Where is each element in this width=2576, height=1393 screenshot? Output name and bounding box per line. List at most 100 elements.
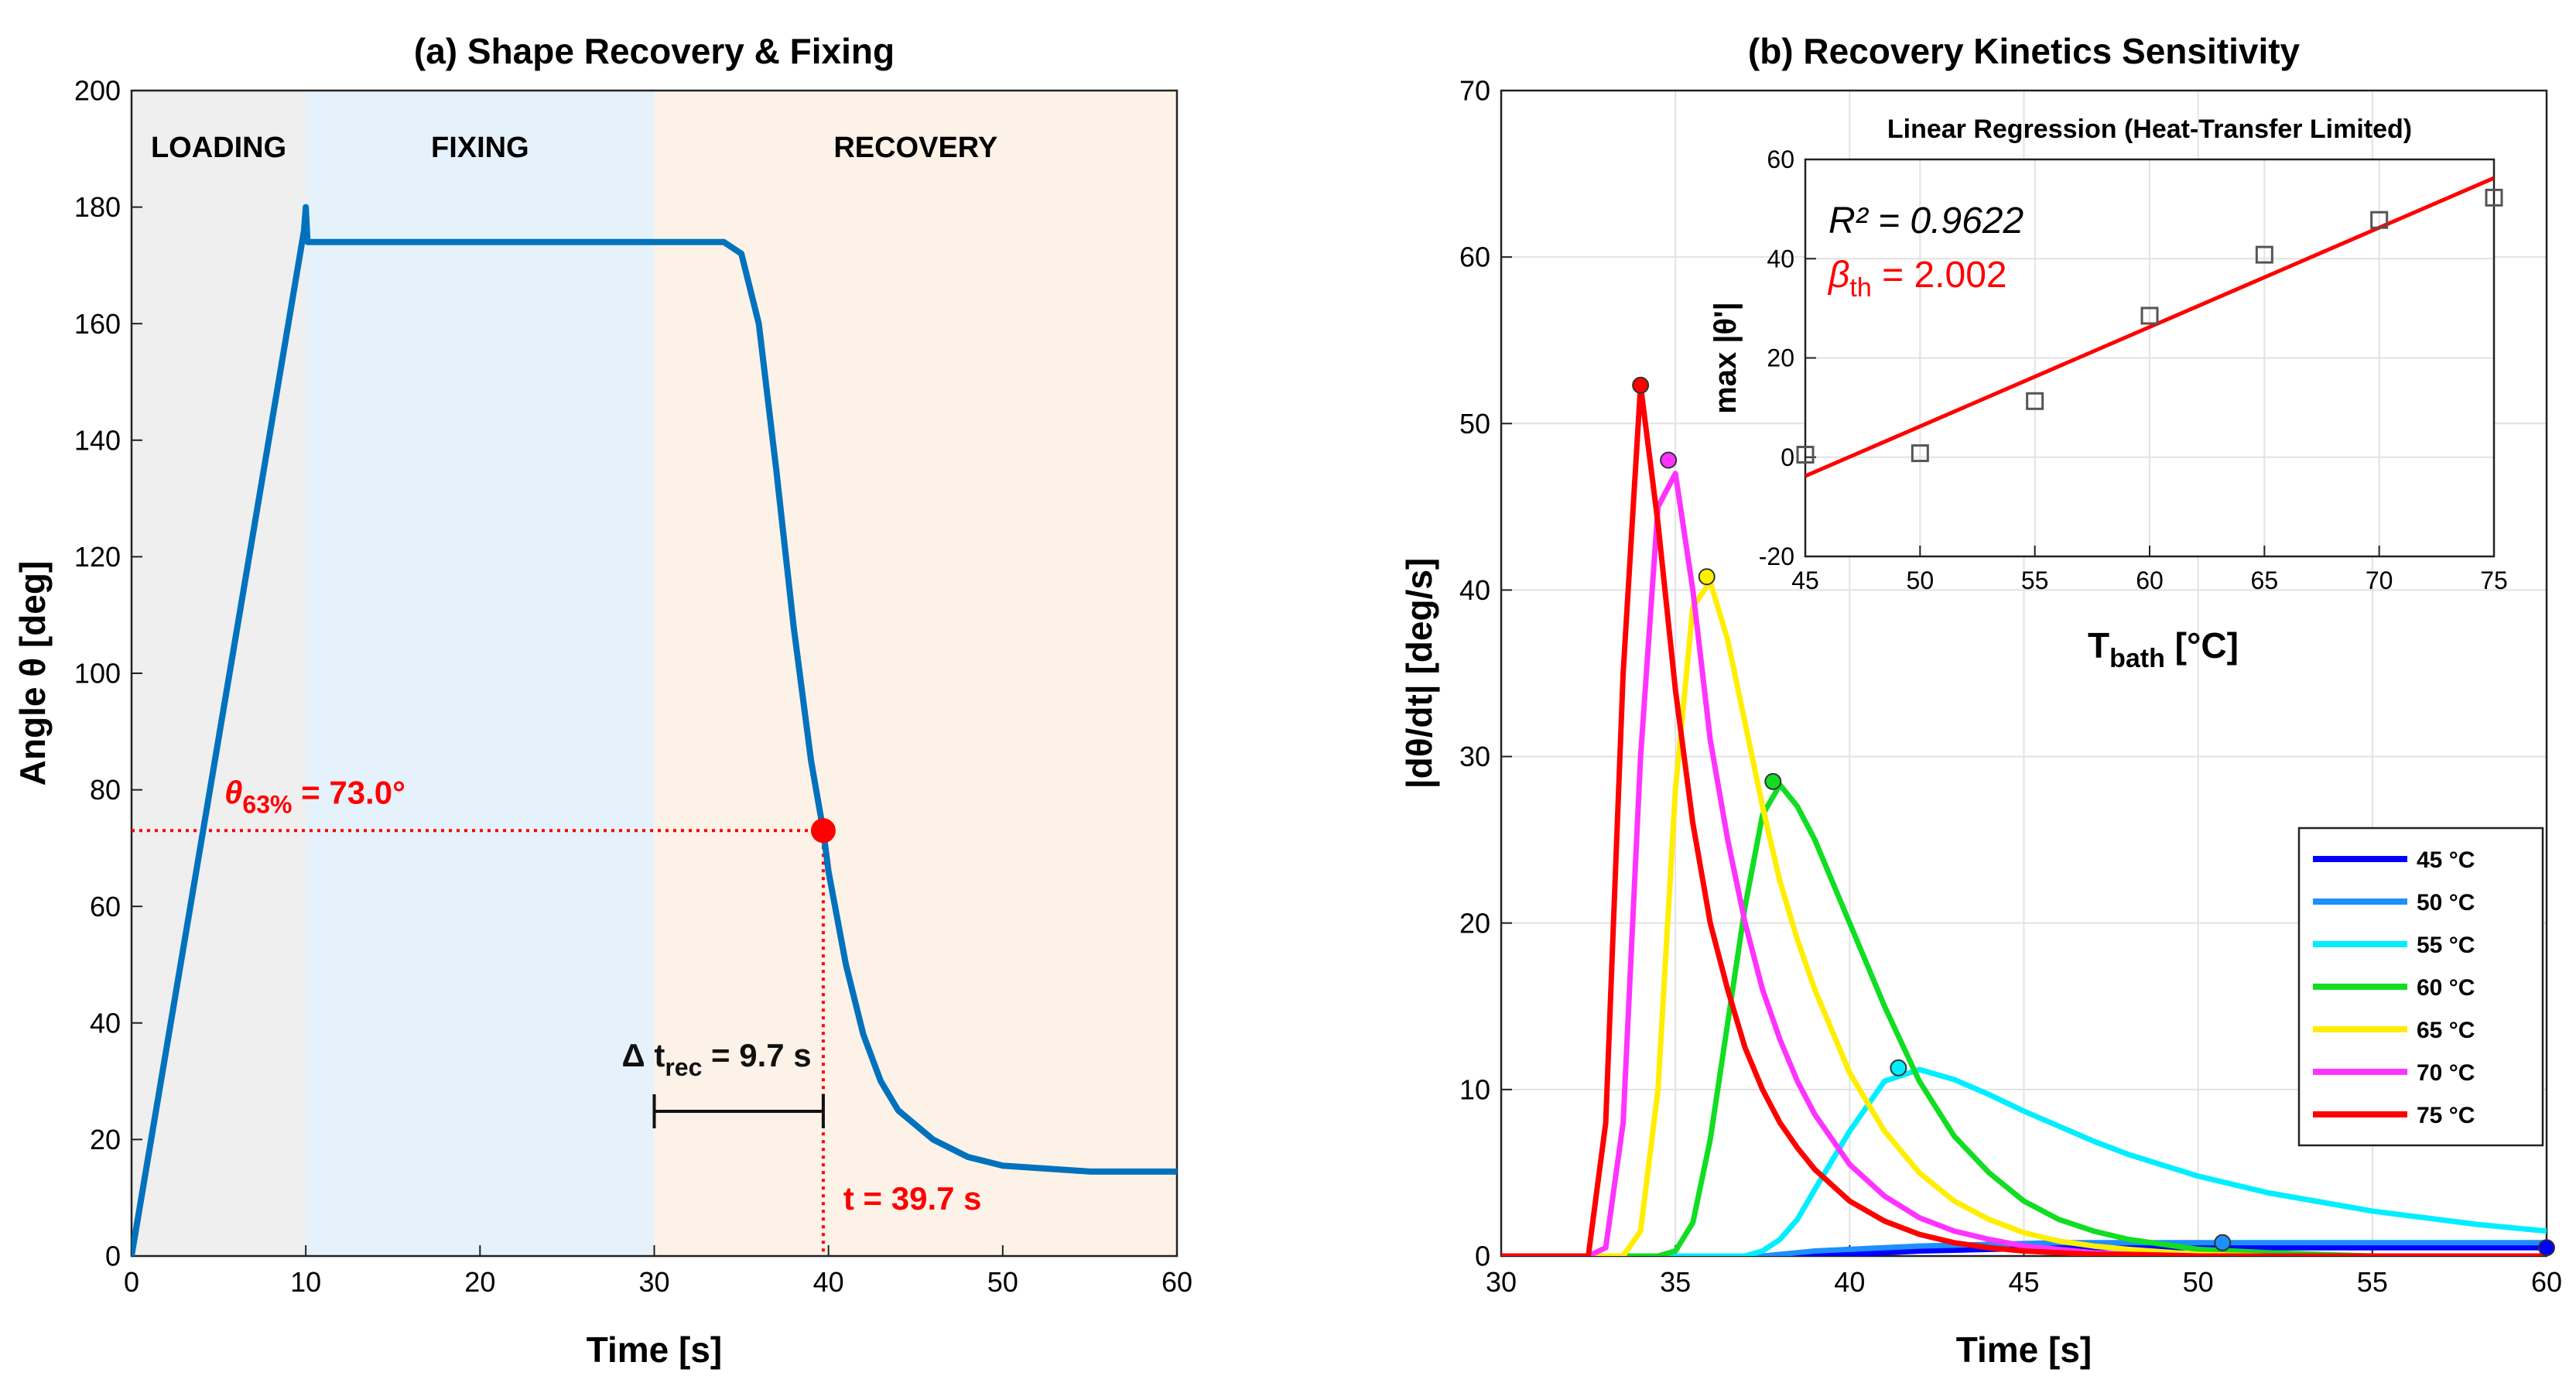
threshold-label-text: = 73.0° (292, 774, 405, 810)
peak-marker (2538, 1239, 2555, 1257)
x-tick-label: 55 (2021, 566, 2049, 594)
beta-label-sub: th (1849, 273, 1871, 303)
legend-label: 55 °C (2417, 933, 2475, 958)
x-tick-label: 60 (2531, 1266, 2562, 1298)
phase-label: LOADING (151, 132, 286, 164)
y-tick-label: 120 (74, 541, 121, 573)
y-axis-label: Angle θ [deg] (12, 561, 53, 786)
x-tick-label: 30 (638, 1266, 669, 1298)
data-point (2485, 188, 2503, 207)
inset-x-label: Tbath [°C] (2088, 625, 2239, 673)
x-tick-label: 55 (2357, 1266, 2388, 1298)
y-tick-label: 60 (1767, 145, 1794, 173)
interval-label-text: = 9.7 s (702, 1037, 811, 1073)
y-tick-label: 20 (1459, 907, 1490, 939)
beta-label-symbol: β (1827, 255, 1849, 296)
axes-box (1500, 89, 2548, 1258)
phase-region (306, 91, 655, 1256)
threshold-label-sub: 63% (242, 790, 292, 818)
y-tick-label: 20 (1767, 344, 1794, 372)
x-tick-label: 70 (2366, 566, 2393, 594)
y-tick-label: 0 (1475, 1241, 1490, 1272)
inset-x-label-symbol: T (2088, 625, 2109, 666)
x-tick-label: 45 (1791, 566, 1819, 594)
legend-label: 60 °C (2417, 975, 2475, 1001)
x-tick-label: 50 (1907, 566, 1935, 594)
peak-marker (1632, 376, 1650, 394)
peak-marker (1890, 1059, 1907, 1076)
y-tick-label: 160 (74, 308, 121, 340)
recovery-point (810, 818, 836, 844)
peak-marker (2214, 1234, 2232, 1251)
y-tick-label: 100 (74, 658, 121, 690)
x-tick-label: 65 (2251, 566, 2279, 594)
rate-line (1501, 782, 2547, 1256)
inset-y-label: max |θ'| (1709, 302, 1743, 414)
legend-label: 65 °C (2417, 1018, 2475, 1043)
threshold-label-symbol: θ (224, 774, 242, 810)
beta-label-text: = 2.002 (1872, 255, 2007, 296)
y-tick-label: 80 (90, 774, 121, 806)
r2-label: R² = 0.9622 (1829, 200, 2024, 241)
data-point (1796, 446, 1815, 464)
interval-bracket (652, 1094, 825, 1128)
y-tick-label: 40 (1459, 574, 1490, 606)
data-point (2026, 392, 2044, 410)
peak-marker (1698, 568, 1716, 586)
inset-x-label-sub: bath (2109, 644, 2165, 673)
x-axis-label: Time [s] (587, 1330, 723, 1370)
y-tick-label: 40 (90, 1007, 121, 1039)
data-point (2140, 306, 2159, 325)
y-tick-label: 50 (1459, 408, 1490, 440)
x-tick-label: 40 (813, 1266, 844, 1298)
x-tick-label: 30 (1486, 1266, 1517, 1298)
y-tick-label: 30 (1459, 741, 1490, 772)
x-tick-label: 40 (1834, 1266, 1865, 1298)
axes-box (130, 89, 1179, 1258)
x-tick-label: 20 (464, 1266, 495, 1298)
phase-label: FIXING (431, 132, 529, 164)
interval-label: Δ trec = 9.7 s (622, 1037, 812, 1081)
panel: 45 50 55 60 65 70 75 -20 0 20 40 60 R² = 0.9622 βth =… (1759, 145, 2508, 594)
rate-line (1501, 382, 2547, 1256)
x-tick-label: 50 (987, 1266, 1018, 1298)
y-tick-label: 10 (1459, 1073, 1490, 1105)
x-tick-label: 10 (290, 1266, 321, 1298)
y-tick-label: 180 (74, 191, 121, 223)
chart-title: (b) Recovery Kinetics Sensitivity (1748, 31, 2301, 71)
peak-marker (1660, 451, 1678, 469)
y-tick-label: -20 (1759, 542, 1794, 570)
interval-label-sub: rec (665, 1053, 702, 1081)
threshold-label: θ63% = 73.0° (224, 774, 405, 818)
x-axis-label: Time [s] (1956, 1330, 2092, 1370)
y-tick-label: 20 (90, 1124, 121, 1155)
y-tick-label: 0 (1781, 443, 1794, 471)
beta-label: βth = 2.002 (1827, 255, 2007, 303)
data-point (1911, 444, 1929, 463)
y-tick-label: 60 (90, 891, 121, 922)
legend-label: 70 °C (2417, 1060, 2475, 1086)
legend-label: 75 °C (2417, 1103, 2475, 1128)
legend-label: 45 °C (2417, 847, 2475, 873)
data-point (2255, 245, 2273, 264)
time-label: t = 39.7 s (843, 1180, 982, 1217)
phase-region (654, 91, 1177, 1256)
x-tick-label: 60 (2136, 566, 2164, 594)
x-tick-label: 35 (1660, 1266, 1691, 1298)
legend: 45 °C 50 °C 55 °C 60 °C 65 °C 70 °C 75 °C (2297, 827, 2544, 1147)
inset-x-label-text: [°C] (2165, 625, 2239, 666)
y-tick-label: 60 (1459, 241, 1490, 273)
legend-label: 50 °C (2417, 890, 2475, 916)
x-tick-label: 50 (2183, 1266, 2214, 1298)
interval-label-symbol: Δ t (622, 1037, 665, 1073)
x-tick-label: 60 (1161, 1266, 1192, 1298)
y-tick-label: 70 (1459, 75, 1490, 107)
y-tick-label: 140 (74, 424, 121, 456)
peak-marker (1764, 772, 1782, 790)
panel: LOADING FIXING RECOVERY 0 10 20 30 40 50 60 0 20 40 6… (74, 75, 1192, 1298)
rate-line (1501, 579, 2547, 1256)
y-axis-label: |dθ/dt| [deg/s] (1399, 558, 1439, 789)
axes-box (1804, 158, 2496, 558)
